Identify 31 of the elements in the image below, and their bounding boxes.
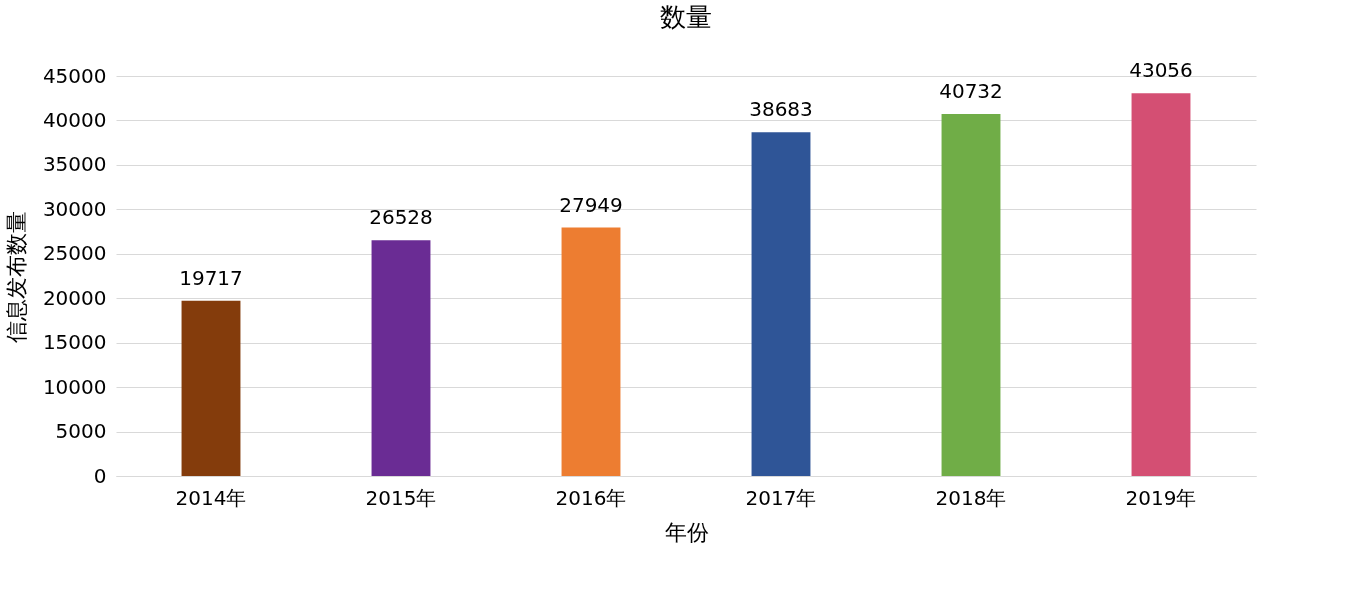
y-tick-label: 25000 bbox=[42, 241, 107, 266]
y-tick-label: 5000 bbox=[55, 419, 107, 444]
data-label: 27949 bbox=[559, 192, 623, 217]
bar bbox=[1131, 93, 1191, 476]
y-tick-label: 0 bbox=[93, 463, 107, 488]
x-tick-label: 2019年 bbox=[1125, 485, 1197, 510]
x-tick-label: 2018年 bbox=[935, 485, 1007, 510]
x-tick-label: 2016年 bbox=[555, 485, 627, 510]
bar bbox=[371, 240, 431, 476]
bar bbox=[751, 132, 811, 476]
x-tick-label: 2014年 bbox=[175, 485, 247, 510]
bar bbox=[561, 227, 621, 476]
chart-title: 数量 bbox=[660, 2, 712, 33]
data-label: 40732 bbox=[939, 78, 1003, 103]
y-tick-label: 20000 bbox=[42, 285, 107, 310]
y-tick-label: 15000 bbox=[42, 330, 107, 355]
bar bbox=[181, 300, 241, 476]
data-label: 43056 bbox=[1129, 58, 1193, 83]
x-tick-label: 2017年 bbox=[745, 485, 817, 510]
y-axis-title: 信息发布数量 bbox=[3, 210, 29, 343]
y-tick-label: 30000 bbox=[42, 196, 107, 221]
y-tick-label: 40000 bbox=[42, 107, 107, 132]
x-axis-title: 年份 bbox=[664, 519, 709, 545]
y-tick-label: 45000 bbox=[42, 63, 107, 88]
data-label: 26528 bbox=[369, 205, 433, 230]
bar bbox=[941, 113, 1001, 476]
data-label: 19717 bbox=[179, 265, 243, 290]
data-label: 38683 bbox=[749, 97, 813, 122]
x-tick-label: 2015年 bbox=[365, 485, 437, 510]
y-tick-label: 10000 bbox=[42, 374, 107, 399]
y-tick-label: 35000 bbox=[42, 152, 107, 177]
